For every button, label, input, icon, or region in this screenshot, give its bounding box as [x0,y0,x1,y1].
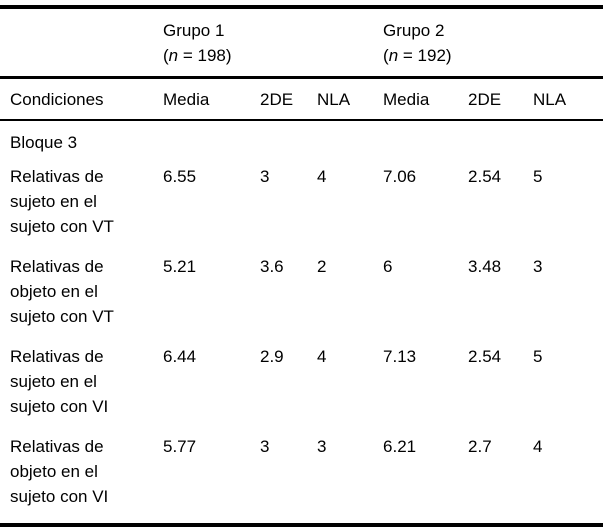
column-header-nla-g1: NLA [317,77,384,121]
column-header-nla-g2: NLA [533,77,603,121]
row-label: Relativas de objeto en el sujeto con VT [0,245,163,335]
cell-2de-g2: 2.54 [468,167,502,186]
column-header-condiciones: Condiciones [0,77,163,121]
cell-media-g1: 6.44 [163,347,197,366]
row-label-line: Relativas de [10,167,104,186]
table-row: Relativas de objeto en el sujeto con VI … [0,425,603,525]
cell-2de-g1: 3.6 [260,257,284,276]
cell-media-g2: 7.06 [383,167,417,186]
column-header-media-g1: Media [163,77,260,121]
row-label: Relativas de objeto en el sujeto con VI [0,425,163,525]
row-label-line: Relativas de [10,347,104,366]
cell-nla-g1: 4 [317,167,327,186]
column-header-media-g2: Media [383,77,469,121]
group-header-grupo-1: Grupo 1 (n = 198) [163,7,384,79]
group-2-n-symbol: n [388,45,399,65]
column-header-row: Condiciones Media 2DE NLA Media 2DE NLA [0,77,603,121]
group-1-n-open: ( [163,45,169,65]
table-row: Relativas de sujeto en el sujeto con VT … [0,155,603,245]
group-1-sample-size: (n = 198) [163,43,383,68]
cell-2de-g2: 2.7 [468,437,492,456]
group-2-n-open: ( [383,45,389,65]
cell-2de-g1: 2.9 [260,347,284,366]
row-label-line: Relativas de [10,257,104,276]
group-2-title: Grupo 2 [383,20,445,40]
group-2-n-value: = 192) [398,45,452,65]
column-header-2de-g2: 2DE [468,77,534,121]
group-header-grupo-2: Grupo 2 (n = 192) [383,7,603,79]
row-label-line: Relativas de [10,437,104,456]
cell-media-g1: 6.55 [163,167,197,186]
group-1-n-symbol: n [168,45,179,65]
cell-nla-g2: 5 [533,167,543,186]
cell-media-g1: 5.77 [163,437,197,456]
row-label-line: sujeto en el [10,372,97,391]
row-label: Relativas de sujeto en el sujeto con VT [0,155,163,245]
group-1-n-value: = 198) [178,45,232,65]
group-2-sample-size: (n = 192) [383,43,603,68]
section-row-bloque-3: Bloque 3 [0,120,603,155]
row-label-line: sujeto con VI [10,397,109,416]
cell-media-g2: 7.13 [383,347,417,366]
table-row: Relativas de sujeto en el sujeto con VI … [0,335,603,425]
cell-2de-g2: 2.54 [468,347,502,366]
group-header-spacer [0,7,163,79]
table-row: Relativas de objeto en el sujeto con VT … [0,245,603,335]
cell-2de-g2: 3.48 [468,257,502,276]
cell-media-g2: 6 [383,257,393,276]
column-header-2de-g1: 2DE [260,77,317,121]
cell-2de-g1: 3 [260,167,270,186]
group-header-row: Grupo 1 (n = 198) Grupo 2 (n = 192) [0,7,603,79]
cell-nla-g1: 2 [317,257,327,276]
group-1-title: Grupo 1 [163,20,225,40]
row-label-line: sujeto con VT [10,307,114,326]
row-label-line: sujeto con VT [10,217,114,236]
cell-nla-g2: 5 [533,347,543,366]
statistics-table: Grupo 1 (n = 198) Grupo 2 (n = 192) Cond… [0,5,603,527]
section-label: Bloque 3 [10,133,78,152]
cell-nla-g1: 4 [317,347,327,366]
cell-media-g1: 5.21 [163,257,197,276]
cell-nla-g2: 4 [533,437,543,456]
cell-nla-g1: 3 [317,437,327,456]
row-label-line: sujeto en el [10,192,97,211]
row-label-line: sujeto con VI [10,487,109,506]
row-label-line: objeto en el [10,282,98,301]
row-label: Relativas de sujeto en el sujeto con VI [0,335,163,425]
cell-nla-g2: 3 [533,257,543,276]
cell-media-g2: 6.21 [383,437,417,456]
row-label-line: objeto en el [10,462,98,481]
cell-2de-g1: 3 [260,437,270,456]
